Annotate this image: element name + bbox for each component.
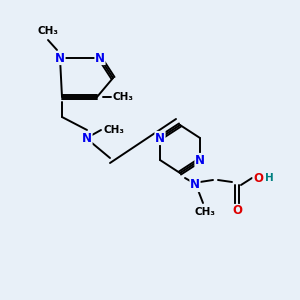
- Text: N: N: [190, 178, 200, 191]
- Text: CH₃: CH₃: [194, 207, 215, 217]
- Text: N: N: [95, 52, 105, 64]
- Text: H: H: [265, 173, 273, 183]
- Text: O: O: [253, 172, 263, 184]
- Text: O: O: [232, 205, 242, 218]
- Text: N: N: [55, 52, 65, 64]
- Text: N: N: [82, 131, 92, 145]
- Text: CH₃: CH₃: [103, 125, 124, 135]
- Text: N: N: [195, 154, 205, 166]
- Text: N: N: [155, 131, 165, 145]
- Text: CH₃: CH₃: [38, 26, 58, 36]
- Text: CH₃: CH₃: [112, 92, 134, 102]
